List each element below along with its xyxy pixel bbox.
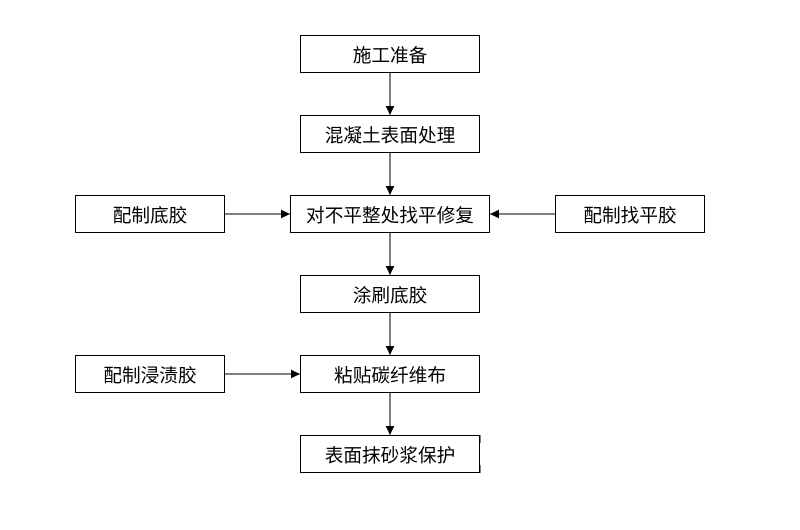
flowchart-node-label: 配制找平胶 (583, 201, 676, 228)
flowchart-node-n6: 表面抹砂浆保护 (300, 435, 480, 473)
flowchart-node-n1: 施工准备 (300, 35, 480, 73)
flowchart-node-s3: 配制浸渍胶 (75, 355, 225, 393)
flowchart-node-label: 粘贴碳纤维布 (334, 361, 446, 388)
flowchart-node-s2: 配制找平胶 (555, 195, 705, 233)
flowchart-node-label: 对不平整处找平修复 (306, 201, 474, 228)
flowchart-node-label: 混凝土表面处理 (325, 121, 456, 148)
flowchart-node-s1: 配制底胶 (75, 195, 225, 233)
flowchart-node-n2: 混凝土表面处理 (300, 115, 480, 153)
flowchart-node-label: 配制底胶 (113, 201, 188, 228)
flowchart-node-n5: 粘贴碳纤维布 (300, 355, 480, 393)
flowchart-node-n3: 对不平整处找平修复 (290, 195, 490, 233)
flowchart-node-label: 表面抹砂浆保护 (325, 441, 456, 468)
flowchart-node-label: 涂刷底胶 (353, 281, 428, 308)
flowchart-node-n4: 涂刷底胶 (300, 275, 480, 313)
flowchart-node-label: 施工准备 (353, 41, 428, 68)
flowchart-node-label: 配制浸渍胶 (103, 361, 196, 388)
